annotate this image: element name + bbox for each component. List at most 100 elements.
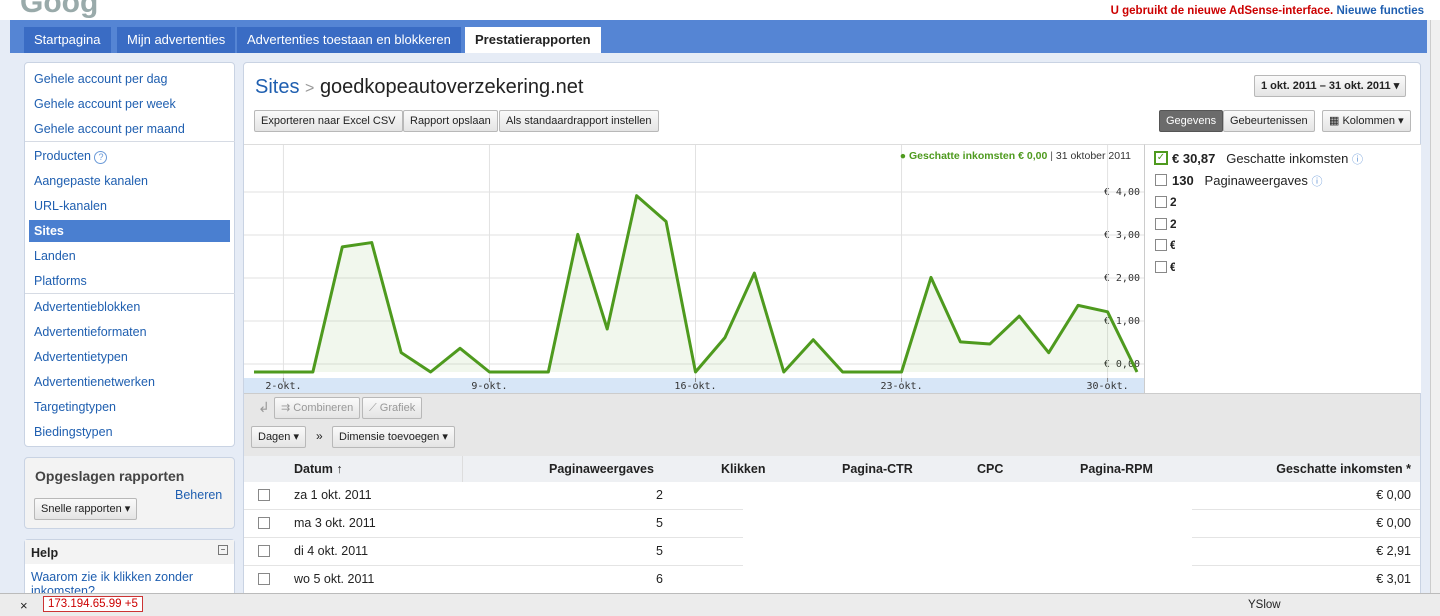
column-header[interactable]: Klikken (721, 462, 766, 476)
cell-shade (244, 482, 743, 510)
cell-shade (1192, 510, 1420, 538)
row-checkbox[interactable] (258, 573, 270, 585)
sidebar: Gehele account per dag Gehele account pe… (24, 62, 235, 447)
column-label[interactable]: Datum (294, 462, 333, 476)
column-header[interactable]: Geschatte inkomsten * (1276, 462, 1411, 476)
close-icon[interactable]: × (20, 598, 28, 613)
metrics-panel (1144, 144, 1421, 393)
nav-label[interactable]: Producten (34, 149, 91, 163)
metric-label: Geschatte inkomsten (1226, 151, 1349, 166)
metric: € 30,87 Geschatte inkomsten ⓘ (1172, 151, 1363, 167)
x-tick-label: 2-okt. (265, 381, 301, 392)
x-tick-label: 16-okt. (674, 381, 716, 392)
col-sep (462, 456, 463, 482)
metric-label: Paginaweergaves (1204, 173, 1308, 188)
nav-item[interactable]: Landen (34, 249, 76, 263)
button-label[interactable]: Kolommen (1342, 115, 1396, 127)
nav-item[interactable]: URL-kanalen (34, 199, 107, 213)
nav-item[interactable]: Gehele account per dag (34, 72, 168, 86)
nav-item[interactable]: Biedingstypen (34, 425, 113, 439)
button-label[interactable]: Dagen (258, 431, 291, 443)
ip-badge[interactable]: 173.194.65.99 +5 (43, 596, 143, 612)
tab[interactable]: Advertenties toestaan en blokkeren (237, 27, 461, 53)
nav-item[interactable]: Advertentieblokken (34, 300, 141, 314)
tool-button[interactable]: ⟋ Grafiek (362, 397, 423, 419)
help-icon[interactable]: ⓘ (1351, 154, 1363, 166)
button-label[interactable]: Snelle rapporten (41, 503, 122, 515)
nav-item[interactable]: Aangepaste kanalen (34, 174, 148, 188)
metric-value: 2 (1170, 217, 1176, 231)
table-row (244, 482, 1420, 510)
table-row (244, 538, 1420, 566)
yslow[interactable]: YSlow (1248, 599, 1281, 611)
tooltip: ● Geschatte inkomsten € 0,00 | 31 oktobe… (900, 150, 1131, 162)
cell-pageviews: 6 (656, 572, 663, 586)
dimension-sep: » (316, 429, 323, 443)
tool-button[interactable]: ⇉ Combineren (274, 397, 361, 419)
row-checkbox[interactable] (258, 517, 270, 529)
checkbox[interactable] (1155, 174, 1167, 186)
checkbox[interactable] (1155, 218, 1167, 230)
x-tick-label: 9-okt. (471, 381, 507, 392)
button-label[interactable]: Dimensie toevoegen (339, 431, 440, 443)
dimension-button[interactable]: Dagen ▾ (251, 426, 306, 448)
x-axis-band (244, 378, 1144, 393)
y-tick-label: € 4,00 (1104, 187, 1140, 198)
manage-link[interactable]: Beheren (175, 488, 223, 502)
help-icon[interactable]: ? (94, 151, 108, 164)
view-button-active[interactable]: Gegevens (1159, 110, 1224, 132)
tab[interactable]: Startpagina (24, 27, 111, 53)
nav-item[interactable]: Targetingtypen (34, 400, 117, 414)
column-header[interactable]: Pagina-RPM (1080, 462, 1153, 476)
checkbox[interactable] (1155, 261, 1167, 273)
button[interactable]: Rapport opslaan (403, 110, 498, 132)
cell-shade (244, 510, 743, 538)
row-checkbox[interactable] (258, 489, 270, 501)
y-tick-label: € 0,00 (1104, 359, 1140, 370)
nav-item[interactable]: Gehele account per maand (34, 122, 185, 136)
checkbox[interactable] (1155, 239, 1167, 251)
nav-item[interactable]: Gehele account per week (34, 97, 176, 111)
column-header[interactable]: Pagina-CTR (842, 462, 913, 476)
table-row (244, 510, 1420, 538)
add-dimension[interactable]: Dimensie toevoegen ▾ (332, 426, 455, 448)
table-row (244, 566, 1420, 594)
button-label[interactable]: Combineren (293, 402, 354, 414)
date-label[interactable]: 1 okt. 2011 – 31 okt. 2011 (1261, 80, 1391, 92)
columns-button[interactable]: ▦ Kolommen ▾ (1322, 110, 1411, 132)
collapse-icon[interactable]: − (218, 545, 228, 555)
cell-revenue: € 0,00 (1376, 488, 1411, 502)
column-header[interactable]: CPC (977, 462, 1004, 476)
checkbox[interactable] (1155, 196, 1167, 208)
quick-reports[interactable]: Snelle rapporten ▾ (34, 498, 138, 520)
breadcrumb[interactable]: Sites (255, 76, 300, 98)
button[interactable]: Exporteren naar Excel CSV (254, 110, 403, 132)
cell-pageviews: 2 (656, 488, 663, 502)
tab[interactable]: Mijn advertenties (117, 27, 236, 53)
checkbox-checked[interactable]: ✓ (1154, 151, 1168, 165)
tooltip-sep: | (1050, 150, 1053, 162)
nav-item-selected[interactable]: Sites (29, 220, 230, 242)
nav-item[interactable]: Producten ? (34, 149, 108, 164)
cell-date: di 4 okt. 2011 (294, 544, 369, 558)
line (254, 194, 1139, 374)
nav-item[interactable]: Platforms (34, 274, 87, 288)
help-icon[interactable]: ⓘ (1311, 176, 1323, 188)
crumb-sep: > (305, 80, 315, 97)
tab-active[interactable]: Prestatierapporten (465, 27, 601, 53)
nav-item[interactable]: Advertentienetwerken (34, 375, 155, 389)
nav-item[interactable]: Advertentietypen (34, 350, 128, 364)
notice-link[interactable]: Nieuwe functies (1336, 5, 1424, 17)
notice: U gebruikt de nieuwe AdSense-interface. … (1111, 5, 1424, 17)
report-title: Sites > goedkopeautoverzekering.net (255, 76, 583, 99)
column-header[interactable]: Datum ↑ (294, 462, 343, 476)
pivot-icon: ↲ (258, 399, 270, 415)
column-header[interactable]: Paginaweergaves (549, 462, 654, 476)
row-checkbox[interactable] (258, 545, 270, 557)
date-range[interactable]: 1 okt. 2011 – 31 okt. 2011 ▾ (1254, 75, 1407, 97)
saved-title: Opgeslagen rapporten (35, 468, 185, 484)
button[interactable]: Als standaardrapport instellen (499, 110, 659, 132)
view-button[interactable]: Gebeurtenissen (1223, 110, 1315, 132)
button-label[interactable]: Grafiek (379, 402, 416, 414)
nav-item[interactable]: Advertentieformaten (34, 325, 147, 339)
